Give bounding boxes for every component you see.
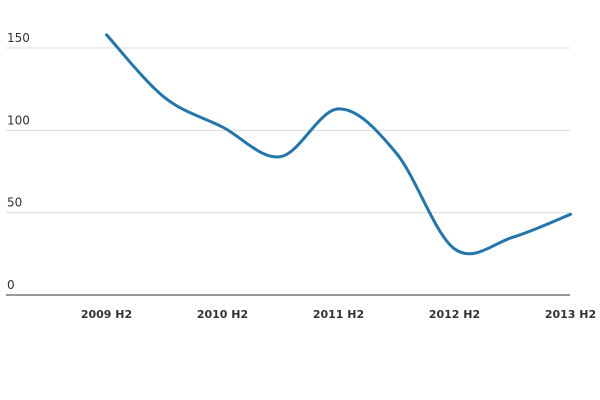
x-tick-label: 2011 H2 (313, 308, 364, 321)
data-point (162, 94, 168, 100)
y-tick-label: 50 (7, 196, 22, 210)
axes: 0 50 100 150 2009 H2 2010 H2 2011 H2 2012 H2 201… (6, 31, 596, 321)
series-layer (104, 32, 574, 256)
y-tick-label: 150 (7, 31, 30, 45)
x-tick-label: 2013 H2 (545, 308, 596, 321)
data-point (278, 154, 284, 160)
data-point (220, 124, 226, 130)
data-point (394, 150, 400, 156)
y-tick-label: 100 (7, 113, 30, 127)
x-tick-label: 2009 H2 (81, 308, 132, 321)
series-line-0 (105, 33, 572, 256)
data-point (336, 106, 342, 112)
data-point (452, 246, 458, 252)
data-point (510, 234, 516, 240)
y-tick-label: 0 (7, 278, 15, 292)
x-tick-label: 2012 H2 (429, 308, 480, 321)
data-point (104, 32, 110, 38)
grid (6, 47, 570, 214)
x-tick-label: 2010 H2 (197, 308, 248, 321)
data-point (568, 211, 574, 217)
